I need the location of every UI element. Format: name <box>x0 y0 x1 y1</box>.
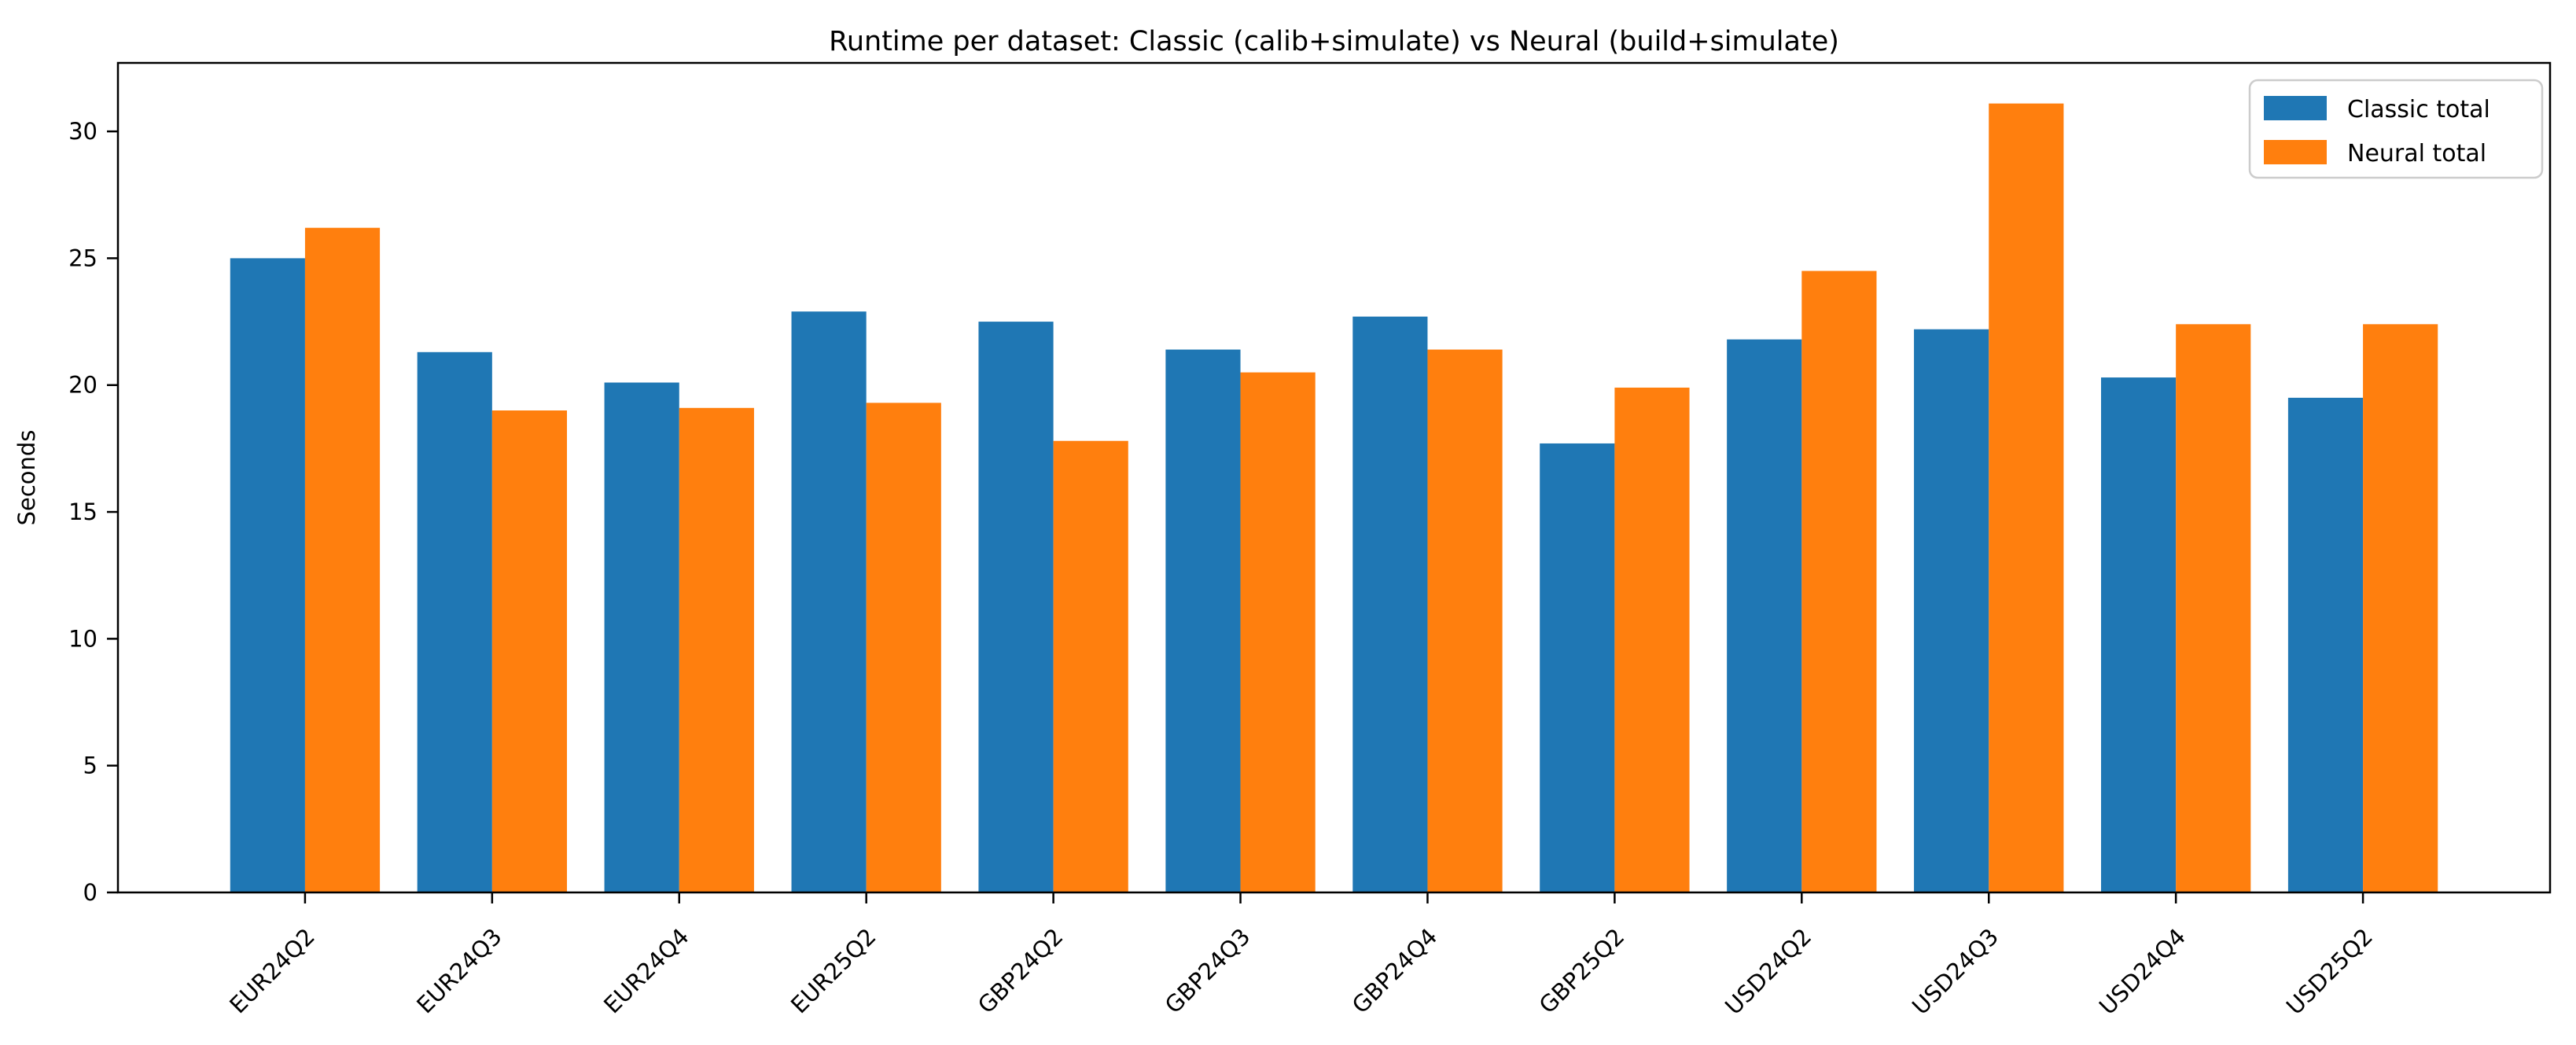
y-axis-label: Seconds <box>13 430 40 526</box>
bar-classic-total-usd24q4 <box>2100 377 2177 892</box>
bar-neural-total-gbp24q3 <box>1240 372 1316 893</box>
y-tick-label-10: 10 <box>68 625 98 652</box>
bar-neural-total-gbp24q4 <box>1427 349 1503 892</box>
bar-classic-total-usd25q2 <box>2287 397 2364 892</box>
y-tick-label-30: 30 <box>68 118 98 145</box>
legend-swatch-classic-total <box>2264 96 2327 120</box>
bar-classic-total-eur24q4 <box>604 382 679 892</box>
y-tick-label-20: 20 <box>68 372 98 399</box>
bar-classic-total-eur25q2 <box>791 311 867 892</box>
bar-neural-total-usd24q3 <box>1989 103 2064 892</box>
y-tick-label-15: 15 <box>68 499 98 525</box>
bar-classic-total-usd24q2 <box>1727 339 1802 893</box>
chart-title: Runtime per dataset: Classic (calib+simu… <box>829 26 1839 57</box>
bar-classic-total-eur24q3 <box>417 351 492 892</box>
plot-border <box>116 61 2552 894</box>
bar-classic-total-usd24q3 <box>1914 329 1989 892</box>
y-tick-label-5: 5 <box>83 752 98 779</box>
bar-classic-total-gbp24q2 <box>978 322 1054 892</box>
bar-classic-total-gbp24q3 <box>1165 349 1241 892</box>
bar-neural-total-eur24q2 <box>304 227 381 892</box>
bar-neural-total-eur24q3 <box>491 410 568 892</box>
bar-neural-total-gbp24q2 <box>1053 440 1128 892</box>
bar-neural-total-usd24q2 <box>1801 270 1877 892</box>
y-tick-label-25: 25 <box>68 245 98 271</box>
bar-classic-total-gbp24q4 <box>1352 316 1428 892</box>
bar-neural-total-gbp25q2 <box>1614 387 1690 892</box>
bar-neural-total-usd24q4 <box>2176 324 2251 893</box>
bar-classic-total-gbp25q2 <box>1540 443 1615 892</box>
legend-label-neural-total: Neural total <box>2347 140 2486 167</box>
legend-swatch-neural-total <box>2264 140 2327 164</box>
bar-neural-total-eur24q4 <box>679 407 754 892</box>
bar-neural-total-usd25q2 <box>2363 324 2438 893</box>
bar-classic-total-eur24q2 <box>230 258 305 893</box>
y-tick-label-0: 0 <box>83 879 98 906</box>
bar-neural-total-eur25q2 <box>866 403 941 892</box>
legend-label-classic-total: Classic total <box>2347 96 2490 123</box>
